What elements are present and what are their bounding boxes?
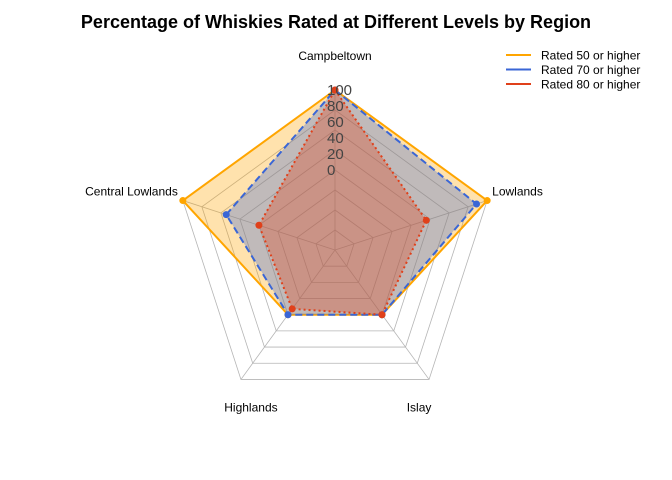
data-point: [378, 311, 386, 319]
tick-label: 60: [327, 114, 344, 131]
data-point: [288, 305, 296, 313]
grid-ring: [239, 149, 431, 332]
data-point: [473, 200, 481, 208]
grid-ring: [296, 209, 374, 283]
data-point: [284, 311, 292, 319]
axis-label: Islay: [407, 400, 432, 414]
series-area: [257, 89, 428, 316]
radar-series: [179, 86, 491, 319]
data-point: [331, 86, 339, 94]
tick-label: 100: [327, 82, 352, 99]
data-point: [179, 197, 187, 205]
grid-ring: [277, 189, 393, 299]
series-3: [255, 86, 430, 319]
data-point: [222, 211, 230, 219]
tick-label: 0: [327, 162, 335, 179]
tick-label: 40: [327, 130, 344, 147]
axis-label: Central Lowlands: [85, 185, 178, 199]
tick-label: 20: [327, 146, 344, 163]
legend-label: Rated 80 or higher: [541, 78, 640, 92]
series-area: [225, 89, 478, 316]
data-point: [422, 216, 430, 224]
data-point: [483, 197, 491, 205]
axis-label: Campbeltown: [298, 49, 371, 63]
tick-label: 80: [327, 98, 344, 115]
grid-ring: [201, 109, 469, 364]
grid-spoke: [334, 200, 488, 251]
axis-label: Highlands: [224, 400, 277, 414]
data-point: [255, 221, 263, 229]
axis-label: Lowlands: [492, 185, 543, 199]
legend-label: Rated 70 or higher: [541, 63, 640, 77]
axis-labels: Campbeltown Lowlands Islay Highlands Central…: [85, 49, 543, 414]
legend-label: Rated 50 or higher: [541, 49, 640, 63]
grid-ring: [220, 129, 450, 348]
chart-title: Percentage of Whiskies Rated at Differen…: [81, 12, 591, 32]
grid-ring: [315, 229, 355, 267]
